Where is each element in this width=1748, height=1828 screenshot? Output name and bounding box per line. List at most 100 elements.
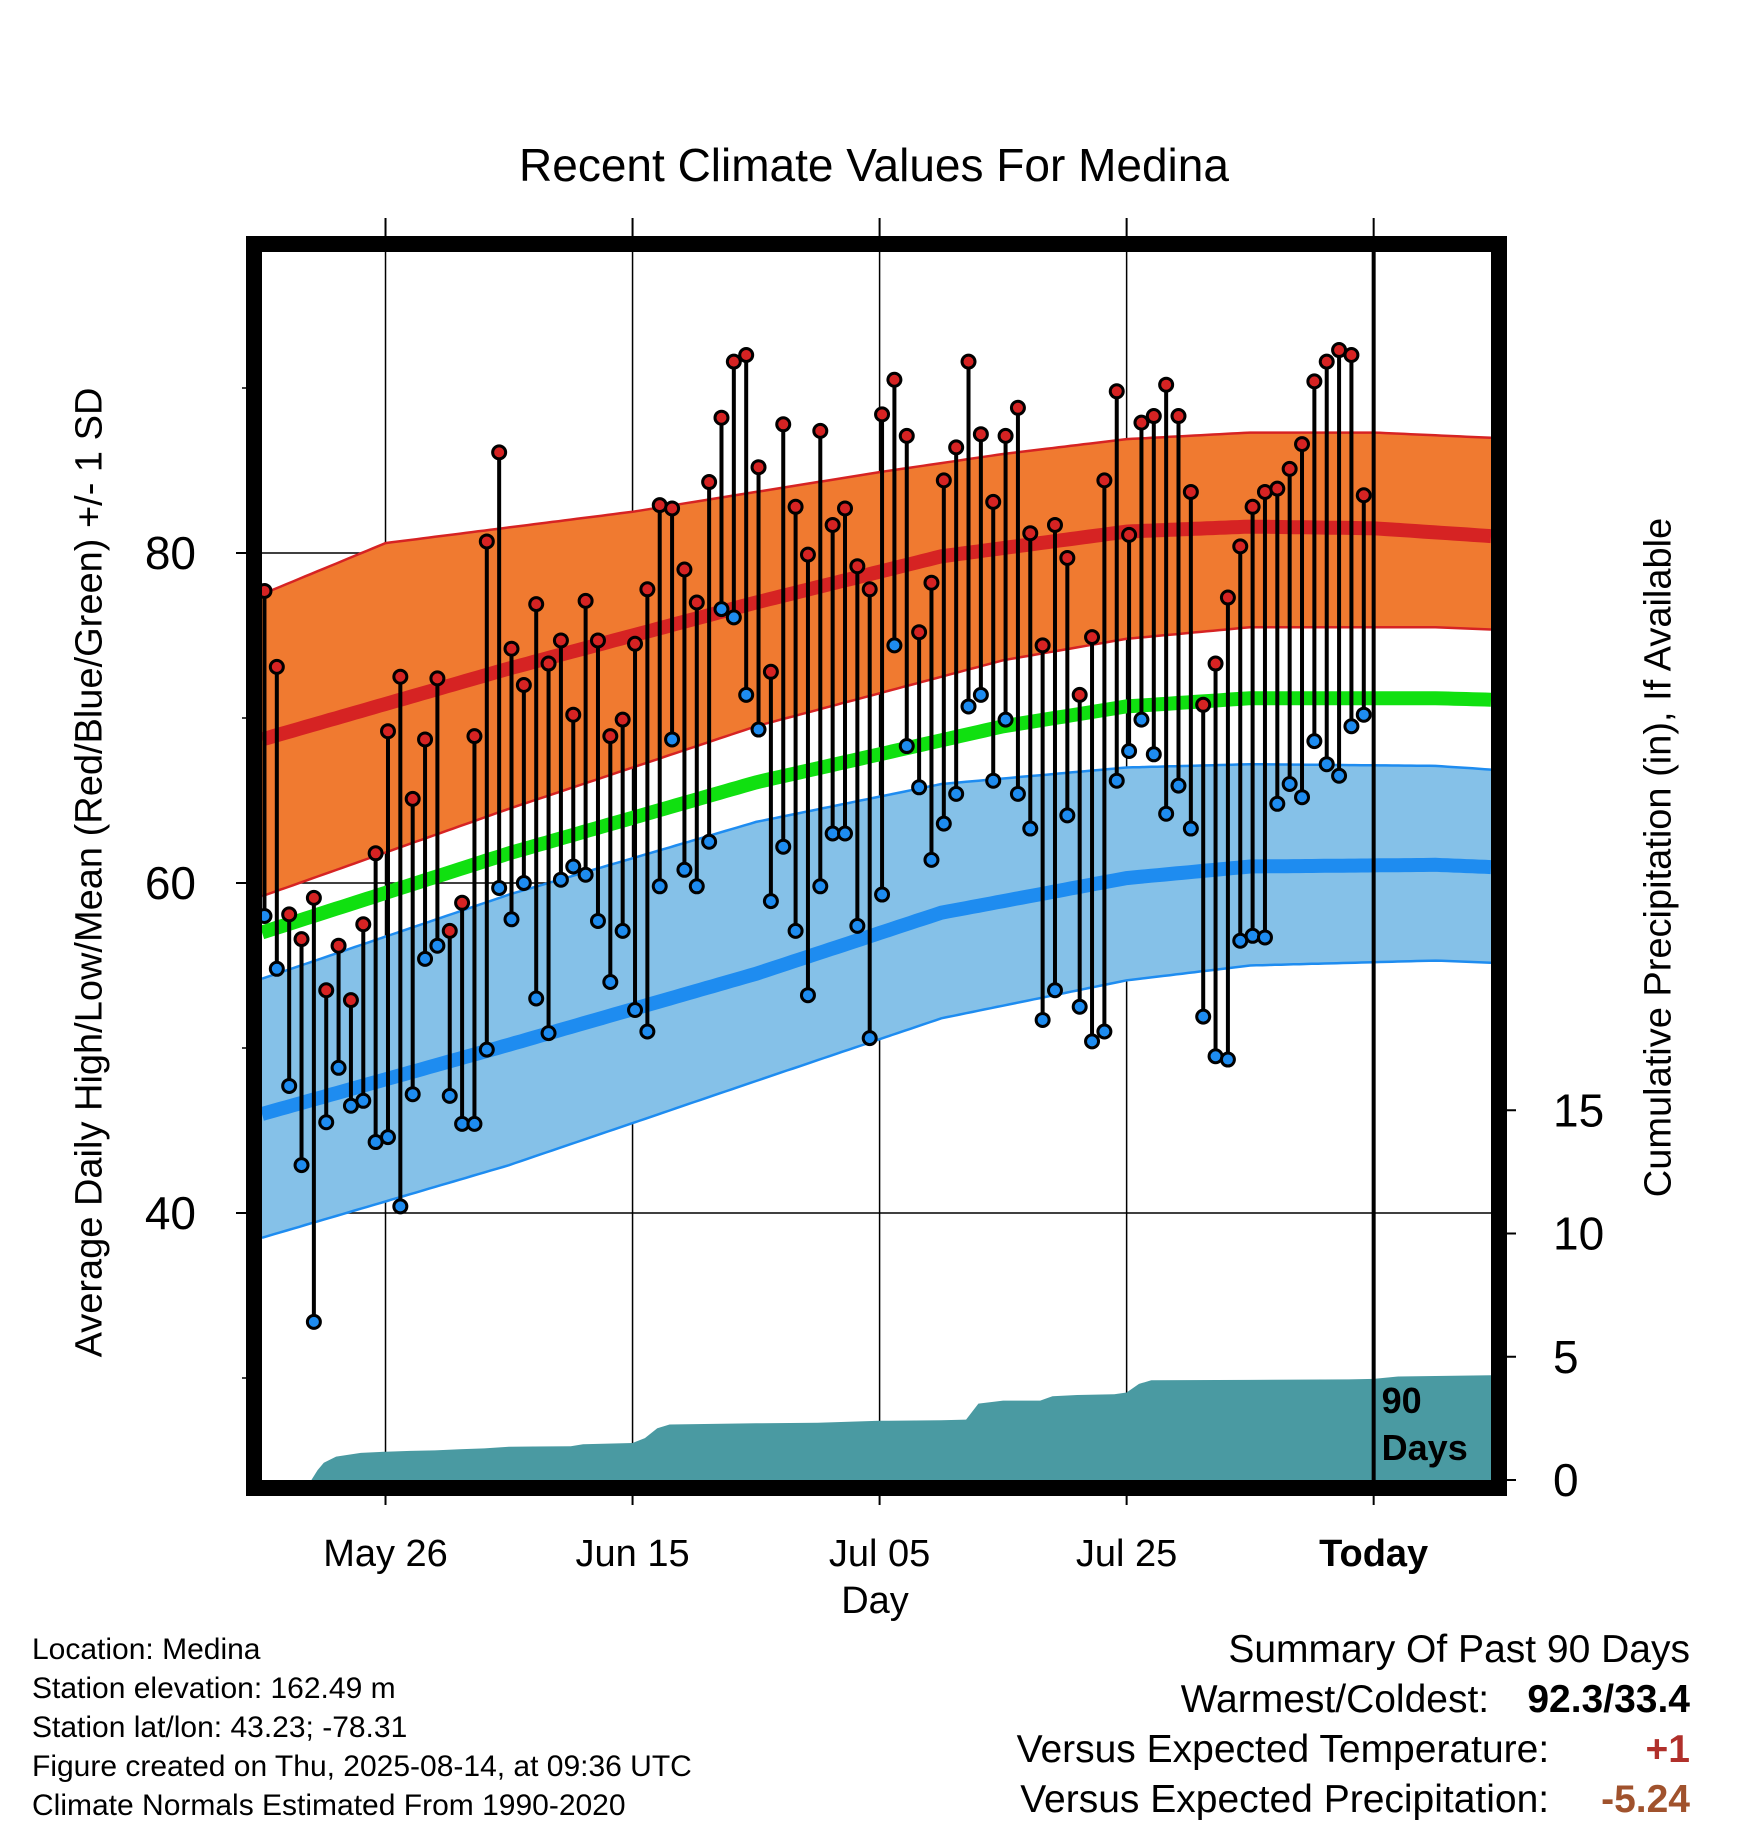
- daily-low-point: [1009, 785, 1026, 802]
- daily-high-point: [1294, 436, 1311, 453]
- low-sd-band: [262, 764, 1491, 1238]
- daily-low-point: [318, 1114, 335, 1131]
- daily-high-point: [960, 353, 977, 370]
- daily-low-point: [1269, 795, 1286, 812]
- daily-high-point: [1096, 472, 1113, 489]
- daily-low-point: [960, 698, 977, 715]
- daily-low-point: [787, 922, 804, 939]
- normal-mean-line: [262, 691, 1491, 940]
- temp-label: Versus Expected Temperature:: [1016, 1728, 1550, 1771]
- daily-high-point: [392, 668, 409, 685]
- daily-high-point: [454, 894, 471, 911]
- daily-high-point: [528, 596, 545, 613]
- chart-title: Recent Climate Values For Medina: [519, 139, 1229, 191]
- daily-high-point: [1046, 516, 1063, 533]
- daily-high-point: [1355, 487, 1372, 504]
- daily-low-point: [725, 609, 742, 626]
- daily-low-point: [515, 875, 532, 891]
- daily-high-point: [268, 658, 285, 675]
- daily-low-point: [478, 1041, 495, 1058]
- daily-high-point: [565, 706, 582, 723]
- daily-low-point: [1281, 776, 1298, 792]
- daily-low-point: [688, 878, 705, 895]
- daily-low-point: [1355, 706, 1372, 723]
- daily-high-point: [1133, 414, 1150, 431]
- daily-high-point: [1071, 686, 1088, 703]
- daily-low-point: [1158, 805, 1175, 822]
- daily-low-point: [1343, 718, 1360, 735]
- daily-high-point: [1121, 526, 1138, 543]
- daily-high-point: [1158, 376, 1175, 393]
- daily-low-point: [1022, 820, 1039, 837]
- daily-high-point: [886, 371, 903, 388]
- daily-low-point: [1306, 733, 1323, 750]
- daily-high-point: [664, 500, 681, 517]
- daily-high-point: [627, 635, 644, 652]
- daily-high-point: [861, 581, 878, 598]
- high-sd-upper-line: [262, 431, 1491, 596]
- daily-low-point: [1046, 982, 1063, 999]
- daily-high-point: [688, 594, 705, 611]
- daily-low-point: [1084, 1033, 1101, 1050]
- daily-low-point: [503, 911, 520, 928]
- daily-high-point: [1145, 408, 1162, 425]
- daily-low-point: [997, 711, 1014, 728]
- daily-high-point: [540, 655, 557, 672]
- elevation-text: Station elevation: 162.49 m: [32, 1672, 396, 1705]
- daily-high-point: [614, 711, 631, 728]
- daily-low-point: [1219, 1051, 1236, 1068]
- daily-low-point: [911, 779, 928, 796]
- daily-high-point: [1306, 373, 1323, 390]
- daily-high-point: [1195, 696, 1212, 713]
- daily-low-point: [1256, 929, 1273, 946]
- y2-tick-label: 0: [1553, 1454, 1579, 1506]
- daily-high-point: [367, 845, 384, 862]
- daily-high-point: [330, 937, 347, 954]
- daily-high-point: [281, 906, 298, 923]
- daily-low-point: [972, 686, 989, 703]
- daily-low-point: [565, 858, 582, 875]
- daily-low-point: [1170, 777, 1187, 794]
- daily-high-point: [515, 677, 532, 693]
- normals-text: Climate Normals Estimated From 1990-2020: [32, 1789, 626, 1822]
- precip-value: -5.24: [1601, 1778, 1690, 1821]
- temp-value: +1: [1645, 1728, 1690, 1771]
- daily-high-point: [985, 493, 1002, 510]
- daily-low-point: [1318, 756, 1335, 773]
- daily-low-point: [330, 1059, 347, 1076]
- daily-high-point: [491, 444, 508, 461]
- warm-cold-label: Warmest/Coldest:: [1180, 1678, 1490, 1721]
- daily-high-point: [1084, 629, 1101, 646]
- daily-low-point: [738, 686, 755, 703]
- daily-low-point: [676, 861, 693, 878]
- latlon-text: Station lat/lon: 43.23; -78.31: [32, 1711, 408, 1744]
- daily-high-point: [429, 670, 446, 687]
- daily-high-point: [1219, 589, 1236, 606]
- daily-high-point: [318, 982, 335, 999]
- summary-precip: Versus Expected Precipitation: -5.24: [1017, 1775, 1690, 1825]
- daily-low-point: [886, 637, 903, 654]
- daily-low-point: [1071, 998, 1088, 1015]
- daily-low-point: [528, 990, 545, 1007]
- daily-high-point: [997, 427, 1014, 444]
- daily-high-point: [738, 347, 755, 363]
- daily-low-point: [1121, 743, 1138, 759]
- daily-low-point: [985, 772, 1002, 789]
- daily-high-point: [676, 561, 693, 578]
- y2-tick-label: 5: [1553, 1331, 1579, 1383]
- daily-low-point: [441, 1087, 458, 1104]
- daily-low-point: [262, 908, 273, 924]
- daily-low-point: [1145, 746, 1162, 763]
- plot-frame: [246, 236, 1507, 1496]
- summary-heading: Summary Of Past 90 Days: [1228, 1628, 1690, 1671]
- daily-high-point: [262, 582, 273, 599]
- y-tick-label: 80: [145, 527, 196, 579]
- summary-temp: Versus Expected Temperature: +1: [1017, 1725, 1690, 1775]
- daily-low-point: [948, 785, 965, 802]
- x-axis-label: Day: [841, 1580, 909, 1622]
- x-tick-label: May 26: [323, 1533, 448, 1575]
- daily-high-point: [837, 500, 854, 517]
- daily-low-point: [1331, 767, 1348, 784]
- daily-low-point: [812, 878, 829, 895]
- daily-high-point: [713, 409, 730, 426]
